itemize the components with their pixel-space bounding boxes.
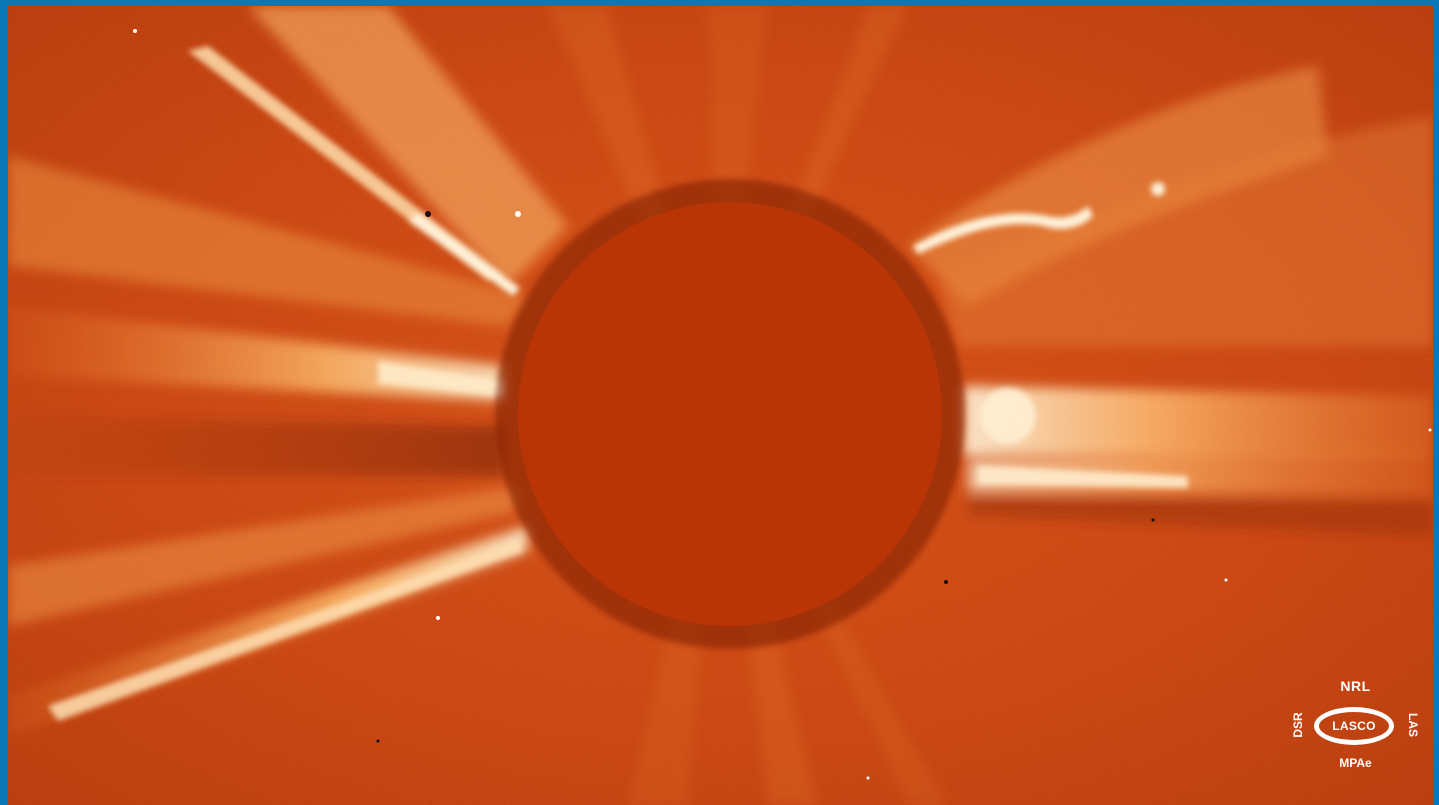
stars [133, 29, 1432, 780]
dark-specks [376, 211, 1155, 743]
occulter-disk [518, 202, 942, 626]
logo-lasco-text: LASCO [1332, 719, 1376, 733]
logo-mpae-text: MPAe [1339, 756, 1372, 770]
logo-dsr-text: DSR [1291, 712, 1305, 738]
logo-nrl-text: NRL [1340, 678, 1371, 694]
corona-scene [8, 6, 1433, 805]
coronagraph-image: NRL DSR LASCO LAS MPAe [8, 6, 1433, 805]
logo-las-text: LAS [1406, 713, 1420, 737]
logo-ellipse: LASCO [1314, 707, 1394, 745]
lasco-logo: NRL DSR LASCO LAS MPAe [1288, 678, 1423, 786]
